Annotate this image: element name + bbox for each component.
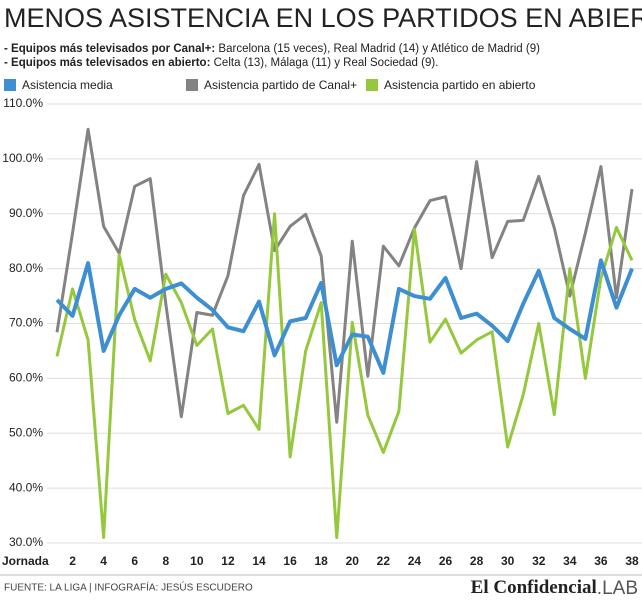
x-tick-label: 16 (283, 554, 297, 568)
note-label: - Equipos más televisados en abierto: (4, 57, 210, 69)
note-label: - Equipos más televisados por Canal+: (4, 43, 215, 55)
y-tick-label: 100.0% (2, 151, 43, 165)
x-tick-label: 34 (563, 554, 577, 568)
footer-brand: El Confidencial.LAB (471, 577, 638, 599)
y-tick-label: 70.0% (9, 316, 43, 330)
x-tick-label: 30 (501, 554, 515, 568)
y-tick-label: 90.0% (9, 206, 43, 220)
x-tick-label: 28 (470, 554, 484, 568)
y-tick-label: 40.0% (9, 480, 43, 494)
x-tick-label: 8 (162, 554, 169, 568)
legend-swatch (366, 79, 378, 91)
brand-suffix: .LAB (597, 578, 638, 599)
x-tick-label: 22 (377, 554, 391, 568)
series-line (55, 127, 634, 424)
legend-swatch (186, 79, 198, 91)
y-tick-label: 60.0% (9, 371, 43, 385)
x-tick-label: 12 (221, 554, 235, 568)
x-axis-label: Jornada (2, 554, 49, 568)
series-line (55, 212, 634, 540)
note-text: Celta (13), Málaga (11) y Real Sociedad … (214, 57, 439, 69)
legend-swatch (4, 79, 16, 91)
y-tick-label: 110.0% (3, 96, 43, 110)
x-tick-label: 6 (131, 554, 138, 568)
x-tick-label: 36 (594, 554, 608, 568)
note: - Equipos más televisados por Canal+: Ba… (4, 43, 540, 55)
x-tick-label: 20 (346, 554, 360, 568)
x-tick-label: 2 (69, 554, 76, 568)
brand: El Confidencial (471, 577, 597, 598)
note-text: Barcelona (15 veces), Real Madrid (14) y… (218, 43, 540, 55)
y-tick-label: 30.0% (9, 535, 43, 549)
x-tick-label: 38 (625, 554, 639, 568)
x-tick-label: 18 (315, 554, 329, 568)
footer-source: FUENTE: LA LIGA | INFOGRAFÍA: JESÚS ESCU… (4, 581, 253, 594)
legend-label: Asistencia media (22, 78, 113, 92)
y-tick-label: 50.0% (9, 425, 43, 439)
chart-title: MENOS ASISTENCIA EN LOS PARTIDOS EN ABIE… (4, 3, 642, 33)
series-line (55, 258, 634, 375)
x-tick-label: 24 (408, 554, 422, 568)
x-tick-label: 32 (532, 554, 546, 568)
x-tick-label: 10 (190, 554, 204, 568)
legend-label: Asistencia partido en abierto (384, 78, 536, 92)
legend-label: Asistencia partido de Canal+ (204, 78, 357, 92)
x-tick-label: 4 (100, 554, 107, 568)
x-tick-label: 26 (439, 554, 453, 568)
note: - Equipos más televisados en abierto: Ce… (4, 57, 438, 69)
y-tick-label: 80.0% (9, 261, 43, 275)
x-tick-label: 14 (252, 554, 266, 568)
